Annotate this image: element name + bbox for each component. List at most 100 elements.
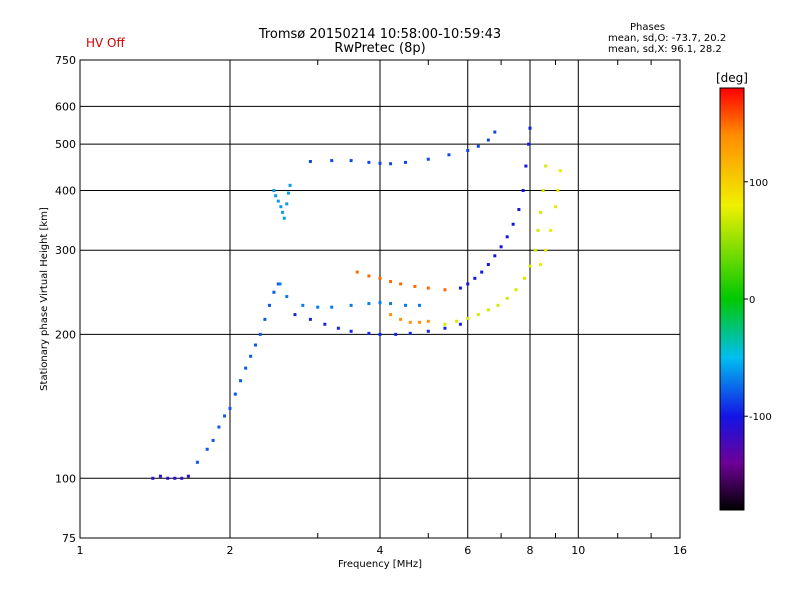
hv-status: HV Off: [86, 36, 125, 50]
data-point: [330, 159, 334, 163]
data-point: [476, 144, 480, 148]
data-point: [476, 313, 480, 317]
data-point: [523, 276, 527, 280]
data-point: [541, 188, 545, 192]
colorbar: [719, 87, 745, 511]
data-point: [417, 320, 421, 324]
stats-o-mode: mean, sd,O: -73.7, 20.2: [608, 33, 727, 44]
data-point: [514, 288, 518, 292]
data-point: [389, 162, 393, 166]
data-point: [544, 248, 548, 252]
y-axis-title: Stationary phase Virtual Height [km]: [39, 207, 50, 391]
x-axis-title: Frequency [MHz]: [338, 559, 422, 570]
data-point: [253, 343, 257, 347]
data-point: [544, 164, 548, 168]
data-point: [480, 270, 484, 274]
data-point: [288, 183, 292, 187]
data-point: [426, 329, 430, 333]
data-point: [493, 254, 497, 258]
data-point: [378, 301, 382, 305]
stats-title: Phases: [630, 22, 666, 33]
data-point: [499, 245, 503, 249]
stats-x-mode: mean, sd,X: 96.1, 28.2: [608, 44, 722, 55]
x-tick-label: 4: [377, 544, 384, 557]
data-point: [517, 208, 521, 212]
data-point: [536, 228, 540, 232]
data-point: [279, 205, 283, 209]
data-point: [349, 303, 353, 307]
x-tick-label: 10: [571, 544, 585, 557]
data-point: [447, 153, 451, 157]
data-point: [389, 302, 393, 306]
data-point: [378, 332, 382, 336]
data-point: [389, 313, 393, 317]
data-point: [276, 282, 280, 286]
data-point: [285, 202, 289, 206]
data-point: [349, 159, 353, 163]
data-point: [272, 188, 276, 192]
data-point: [211, 438, 215, 442]
data-point: [389, 280, 393, 284]
data-point: [539, 263, 543, 267]
data-point: [301, 303, 305, 307]
data-point: [511, 222, 515, 226]
data-point: [285, 295, 289, 299]
data-point: [505, 296, 509, 300]
data-point: [426, 157, 430, 161]
data-point: [505, 235, 509, 239]
y-tick-label: 500: [55, 138, 76, 151]
x-tick-label: 8: [527, 544, 534, 557]
data-point: [195, 460, 199, 464]
data-point: [244, 366, 248, 370]
data-point: [263, 317, 267, 321]
data-point: [282, 216, 286, 220]
data-point: [367, 302, 371, 306]
data-point: [233, 392, 237, 396]
data-point: [278, 282, 282, 286]
data-point: [399, 282, 403, 286]
data-point: [496, 303, 500, 307]
data-point: [378, 276, 382, 280]
data-point: [539, 210, 543, 214]
data-point: [293, 313, 297, 317]
data-point: [403, 160, 407, 164]
data-point: [158, 474, 162, 478]
chart-title: Tromsø 20150214 10:58:00-10:59:43: [258, 27, 502, 42]
data-point: [274, 194, 278, 198]
data-point: [276, 199, 280, 203]
data-point: [556, 188, 560, 192]
colorbar-tick-label: 100: [749, 178, 768, 189]
data-point: [443, 288, 447, 292]
data-point: [533, 248, 537, 252]
data-point: [217, 425, 221, 429]
data-point: [330, 305, 334, 309]
data-point: [528, 264, 532, 268]
data-point: [466, 316, 470, 320]
x-tick-label: 1: [77, 544, 84, 557]
data-point: [355, 270, 359, 274]
data-point: [349, 329, 353, 333]
data-point: [228, 406, 232, 410]
data-point: [308, 317, 312, 321]
data-point: [239, 379, 243, 383]
data-point: [558, 169, 562, 173]
data-point: [549, 228, 553, 232]
data-point: [473, 276, 477, 280]
data-point: [403, 303, 407, 307]
data-point: [249, 354, 253, 358]
x-tick-label: 2: [227, 544, 234, 557]
data-point: [486, 308, 490, 312]
data-point: [399, 317, 403, 321]
y-tick-label: 400: [55, 184, 76, 197]
data-point: [394, 332, 398, 336]
data-point: [272, 290, 276, 294]
chart-subtitle: RwPretec (8p): [334, 41, 426, 56]
data-point: [528, 126, 532, 130]
x-tick-label: 6: [464, 544, 471, 557]
data-point: [458, 286, 462, 290]
data-point: [186, 474, 190, 478]
data-point: [367, 160, 371, 164]
data-point: [443, 322, 447, 326]
data-point: [524, 164, 528, 168]
data-point: [408, 331, 412, 335]
